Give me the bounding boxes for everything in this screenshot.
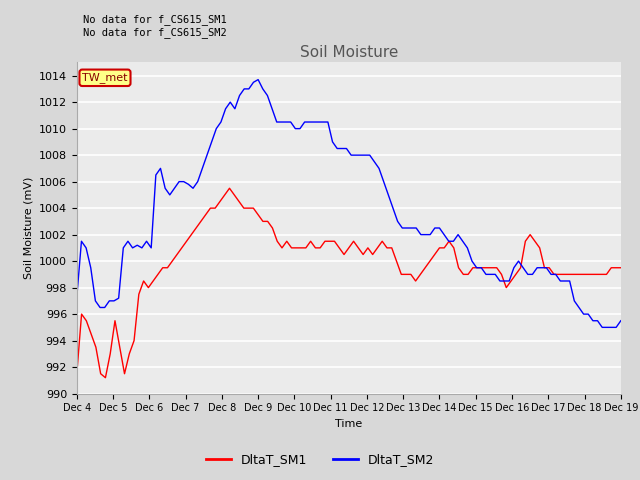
DltaT_SM1 xyxy=(560,272,568,277)
DltaT_SM2 xyxy=(506,278,513,284)
DltaT_SM2 xyxy=(184,181,192,187)
DltaT_SM2 xyxy=(454,232,462,238)
X-axis label: Time: Time xyxy=(335,419,362,429)
DltaT_SM2 xyxy=(73,294,81,300)
Line: DltaT_SM1: DltaT_SM1 xyxy=(77,188,621,378)
DltaT_SM1 xyxy=(73,371,81,377)
DltaT_SM1 xyxy=(288,245,296,251)
Legend: DltaT_SM1, DltaT_SM2: DltaT_SM1, DltaT_SM2 xyxy=(201,448,439,471)
Text: No data for f_CS615_SM1
No data for f_CS615_SM2: No data for f_CS615_SM1 No data for f_CS… xyxy=(83,14,227,38)
Text: TW_met: TW_met xyxy=(82,72,128,83)
DltaT_SM2 xyxy=(496,278,504,284)
DltaT_SM1 xyxy=(259,218,267,224)
DltaT_SM1 xyxy=(149,278,157,284)
DltaT_SM2 xyxy=(617,318,625,324)
Title: Soil Moisture: Soil Moisture xyxy=(300,45,398,60)
DltaT_SM1 xyxy=(412,278,419,284)
DltaT_SM1 xyxy=(202,212,209,217)
DltaT_SM2 xyxy=(598,324,606,330)
Y-axis label: Soil Moisture (mV): Soil Moisture (mV) xyxy=(24,177,33,279)
DltaT_SM1 xyxy=(102,375,109,381)
DltaT_SM2 xyxy=(254,77,262,83)
DltaT_SM2 xyxy=(133,242,141,248)
Line: DltaT_SM2: DltaT_SM2 xyxy=(77,80,621,327)
DltaT_SM1 xyxy=(226,185,234,191)
DltaT_SM1 xyxy=(617,265,625,271)
DltaT_SM2 xyxy=(264,93,271,98)
